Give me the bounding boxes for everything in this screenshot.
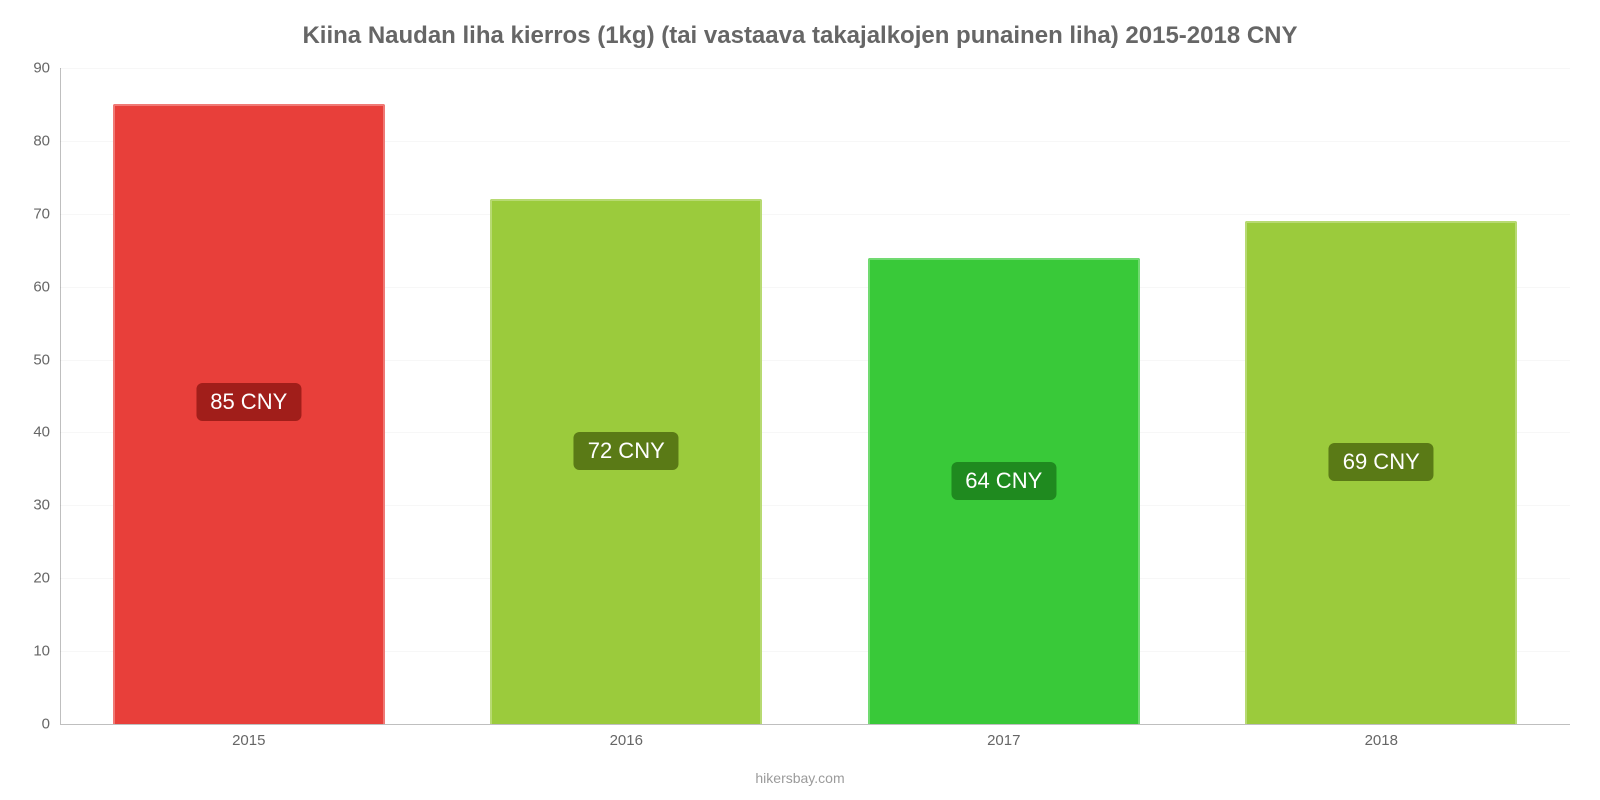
y-tick-label: 0 xyxy=(42,716,50,733)
x-tick-label: 2015 xyxy=(232,732,265,749)
plot-area: 85 CNY 72 CNY 64 CNY 69 CNY xyxy=(60,68,1570,724)
y-tick-label: 60 xyxy=(33,278,50,295)
chart-title: Kiina Naudan liha kierros (1kg) (tai vas… xyxy=(0,22,1600,50)
x-tick-label: 2018 xyxy=(1365,732,1398,749)
bar-value-label: 85 CNY xyxy=(196,383,301,421)
y-tick-label: 20 xyxy=(33,570,50,587)
y-tick-label: 80 xyxy=(33,132,50,149)
x-tick-label: 2016 xyxy=(610,732,643,749)
bar-value-label: 69 CNY xyxy=(1329,443,1434,481)
bar-value-label: 64 CNY xyxy=(951,462,1056,500)
source-credit: hikersbay.com xyxy=(0,770,1600,786)
bar-chart: Kiina Naudan liha kierros (1kg) (tai vas… xyxy=(0,0,1600,800)
y-tick-label: 30 xyxy=(33,497,50,514)
y-tick-label: 10 xyxy=(33,643,50,660)
y-tick-label: 90 xyxy=(33,60,50,77)
x-tick-label: 2017 xyxy=(987,732,1020,749)
y-tick-label: 50 xyxy=(33,351,50,368)
x-axis-line xyxy=(60,724,1570,725)
y-axis: 0102030405060708090 xyxy=(0,68,60,724)
bar-value-label: 72 CNY xyxy=(574,432,679,470)
y-tick-label: 70 xyxy=(33,205,50,222)
y-tick-label: 40 xyxy=(33,424,50,441)
